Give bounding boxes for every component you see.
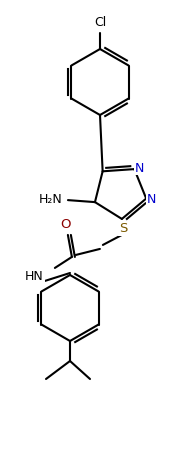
Text: H₂N: H₂N: [39, 193, 63, 206]
Text: Cl: Cl: [94, 17, 106, 30]
Text: O: O: [61, 218, 71, 231]
Text: N: N: [146, 193, 156, 206]
Text: S: S: [119, 222, 127, 235]
Text: N: N: [135, 162, 144, 175]
Text: HN: HN: [25, 270, 44, 284]
